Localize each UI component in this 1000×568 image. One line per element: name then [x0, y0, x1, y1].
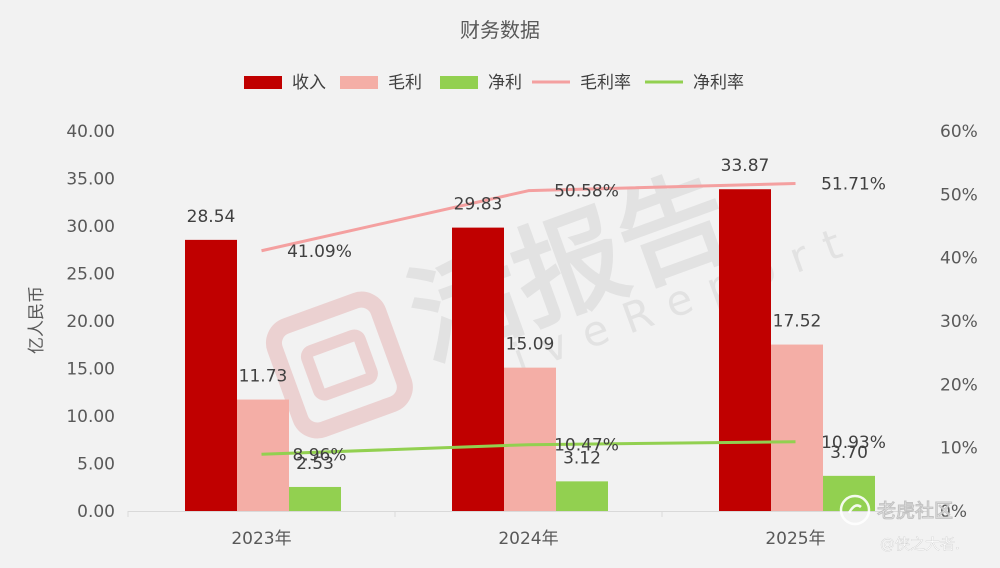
bar-value-label: 3.70 [830, 443, 868, 463]
bar-毛利-2024年 [504, 367, 556, 511]
y2-tick-label: 30% [940, 312, 978, 332]
line-value-label: 10.47% [554, 436, 619, 456]
legend-label: 收入 [292, 73, 326, 93]
y-tick-label: 30.00 [66, 217, 115, 237]
bar-value-label: 29.83 [454, 195, 503, 215]
bar-value-label: 17.52 [773, 312, 822, 332]
legend-item-收入: 收入 [244, 73, 326, 93]
line-value-label: 41.09% [287, 242, 352, 262]
author-handle-text: @侠之大者. [880, 535, 960, 553]
community-badge: 老虎社区 @侠之大者. [839, 494, 960, 553]
y2-tick-label: 10% [940, 439, 978, 459]
legend-item-净利: 净利 [440, 73, 522, 93]
x-tick-label: 2023年 [231, 529, 291, 549]
chart-title: 财务数据 [460, 18, 540, 42]
line-value-label: 10.93% [821, 433, 886, 453]
legend-label: 净利 [488, 73, 522, 93]
bar-收入-2023年 [185, 239, 237, 511]
y2-tick-label: 50% [940, 185, 978, 205]
y-axis-label: 亿人民币 [27, 286, 47, 354]
legend-item-毛利: 毛利 [340, 73, 422, 93]
y-tick-label: 5.00 [77, 455, 115, 475]
bar-value-label: 11.73 [239, 367, 288, 387]
y2-tick-label: 40% [940, 249, 978, 269]
line-value-label: 51.71% [821, 175, 886, 195]
bar-value-label: 33.87 [721, 156, 770, 176]
legend-swatch [440, 76, 478, 89]
y-tick-label: 25.00 [66, 265, 115, 285]
x-tick-label: 2024年 [498, 529, 558, 549]
legend-label: 毛利率 [580, 73, 631, 93]
y-tick-label: 0.00 [77, 502, 115, 522]
y-tick-label: 15.00 [66, 360, 115, 380]
y2-tick-label: 60% [940, 122, 978, 142]
bar-净利-2023年 [289, 486, 341, 511]
line-毛利率 [261, 182, 796, 253]
line-value-label: 8.96% [292, 445, 346, 465]
bar-收入-2024年 [452, 227, 504, 512]
bar-value-label: 3.12 [563, 448, 601, 468]
y2-tick-label: 20% [940, 375, 978, 395]
line-value-label: 50.58% [554, 182, 619, 202]
bar-净利-2024年 [556, 481, 608, 511]
bar-value-label: 2.53 [296, 454, 334, 474]
legend-label: 毛利 [388, 73, 422, 93]
y-tick-label: 10.00 [66, 407, 115, 427]
bar-收入-2025年 [719, 189, 771, 512]
tiger-logo-icon [839, 494, 871, 526]
legend-item-净利率: 净利率 [645, 73, 744, 93]
bar-净利-2025年 [823, 475, 875, 511]
bar-毛利-2025年 [771, 344, 823, 511]
legend-item-毛利率: 毛利率 [532, 73, 631, 93]
legend-swatch [244, 76, 282, 89]
legend-swatch [340, 76, 378, 89]
y2-tick-label: 0% [940, 502, 967, 522]
line-净利率 [261, 440, 796, 456]
watermark-logo [265, 291, 413, 439]
y-tick-label: 20.00 [66, 312, 115, 332]
x-tick-label: 2025年 [765, 529, 825, 549]
bar-value-label: 28.54 [187, 207, 236, 227]
y-tick-label: 40.00 [66, 122, 115, 142]
y-tick-label: 35.00 [66, 170, 115, 190]
legend-label: 净利率 [693, 73, 744, 93]
bar-value-label: 15.09 [506, 335, 555, 355]
community-brand-text: 老虎社区 [877, 499, 953, 522]
